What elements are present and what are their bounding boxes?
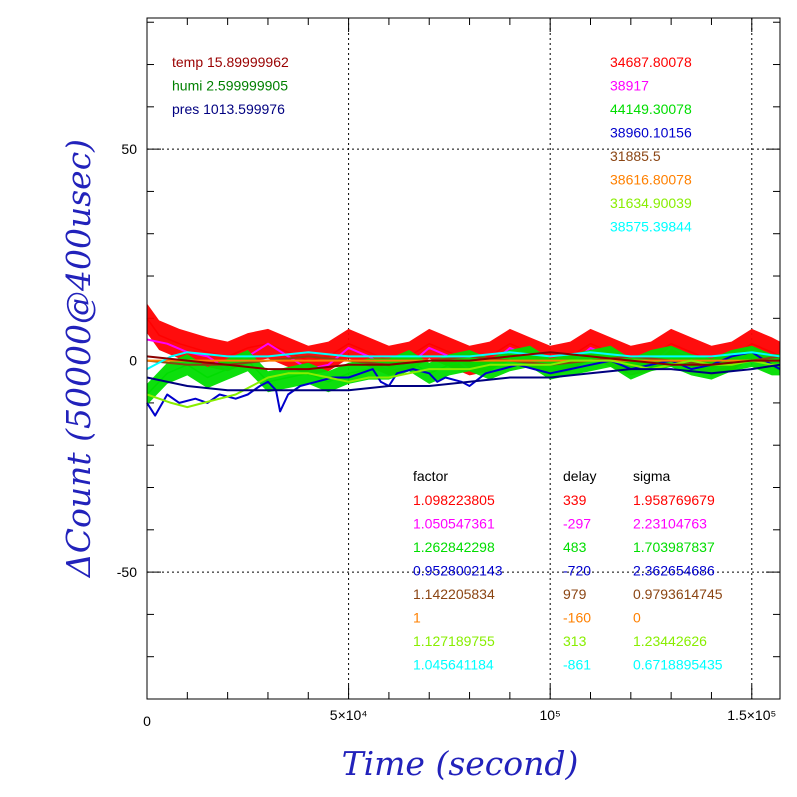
- table-header: delay: [563, 468, 596, 484]
- legend-value: 38917: [610, 78, 649, 94]
- legend-value: 38616.80078: [610, 172, 692, 188]
- table-header: factor: [413, 468, 448, 484]
- legend-value: 38960.10156: [610, 125, 692, 141]
- table-delay: -861: [563, 657, 591, 673]
- table-delay: -160: [563, 610, 591, 626]
- table-sigma: 1.703987837: [633, 539, 715, 555]
- legend-value: 44149.30078: [610, 101, 692, 117]
- legend-value: 34687.80078: [610, 54, 692, 70]
- table-delay: 313: [563, 633, 587, 649]
- table-factor: 1.045641184: [413, 657, 494, 673]
- value-legend: 34687.80078 38917 44149.30078 38960.10156 31…: [610, 54, 692, 235]
- y-tick-label: 50: [121, 141, 137, 157]
- environment-label: pres 1013.599976: [172, 101, 285, 117]
- table-delay: -297: [563, 516, 591, 532]
- legend-value: 31634.90039: [610, 195, 692, 211]
- plot-frame: [146, 17, 781, 700]
- legend-value: 31885.5: [610, 148, 661, 164]
- fit-table: factor delay sigma 1.098223805 339 1.95876967…: [413, 468, 723, 673]
- environment-legend: temp 15.89999962 humi 2.599999905 pres 101…: [172, 54, 289, 117]
- environment-label: temp 15.89999962: [172, 54, 289, 70]
- table-delay: 979: [563, 586, 587, 602]
- series-line-10: [146, 351, 780, 371]
- table-factor: 1.050547361: [413, 516, 495, 532]
- y-axis-title: ΔCount (50000@400usec): [59, 139, 98, 579]
- series-line-9: [146, 363, 781, 392]
- table-factor: 1.262842298: [413, 539, 495, 555]
- series-line-7: [146, 359, 780, 409]
- table-sigma: 0.6718895435: [633, 657, 723, 673]
- table-factor: 0.9528002143: [413, 563, 503, 579]
- table-delay: 339: [563, 492, 587, 508]
- y-tick-label: -50: [117, 564, 137, 580]
- table-sigma: 0: [633, 610, 641, 626]
- table-sigma: 1.23442626: [633, 633, 707, 649]
- x-tick-label: 5×10⁴: [330, 707, 368, 723]
- series-line-8: [146, 351, 781, 370]
- x-tick-label: 1.5×10⁵: [727, 707, 776, 723]
- table-delay: -720: [563, 563, 591, 579]
- x-axis-title: Time (second): [342, 744, 579, 783]
- table-factor: 1.127189755: [413, 633, 495, 649]
- table-sigma: 0.9793614745: [633, 586, 723, 602]
- x-tick-label: 10⁵: [539, 707, 560, 723]
- table-sigma: 2.362654686: [633, 563, 715, 579]
- table-sigma: 2.23104763: [633, 516, 707, 532]
- tick-labels: 0 5×10⁴ 10⁵ 1.5×10⁵ -50 0 50: [117, 141, 777, 729]
- environment-label: humi 2.599999905: [172, 78, 288, 94]
- table-factor: 1.142205834: [413, 586, 495, 602]
- table-header: sigma: [633, 468, 671, 484]
- y-tick-label: 0: [129, 353, 137, 369]
- series-group: [146, 303, 781, 417]
- table-delay: 483: [563, 539, 587, 555]
- table-factor: 1: [413, 610, 421, 626]
- x-tick-label: 0: [143, 713, 151, 729]
- table-factor: 1.098223805: [413, 492, 495, 508]
- table-sigma: 1.958769679: [633, 492, 715, 508]
- legend-value: 38575.39844: [610, 219, 692, 235]
